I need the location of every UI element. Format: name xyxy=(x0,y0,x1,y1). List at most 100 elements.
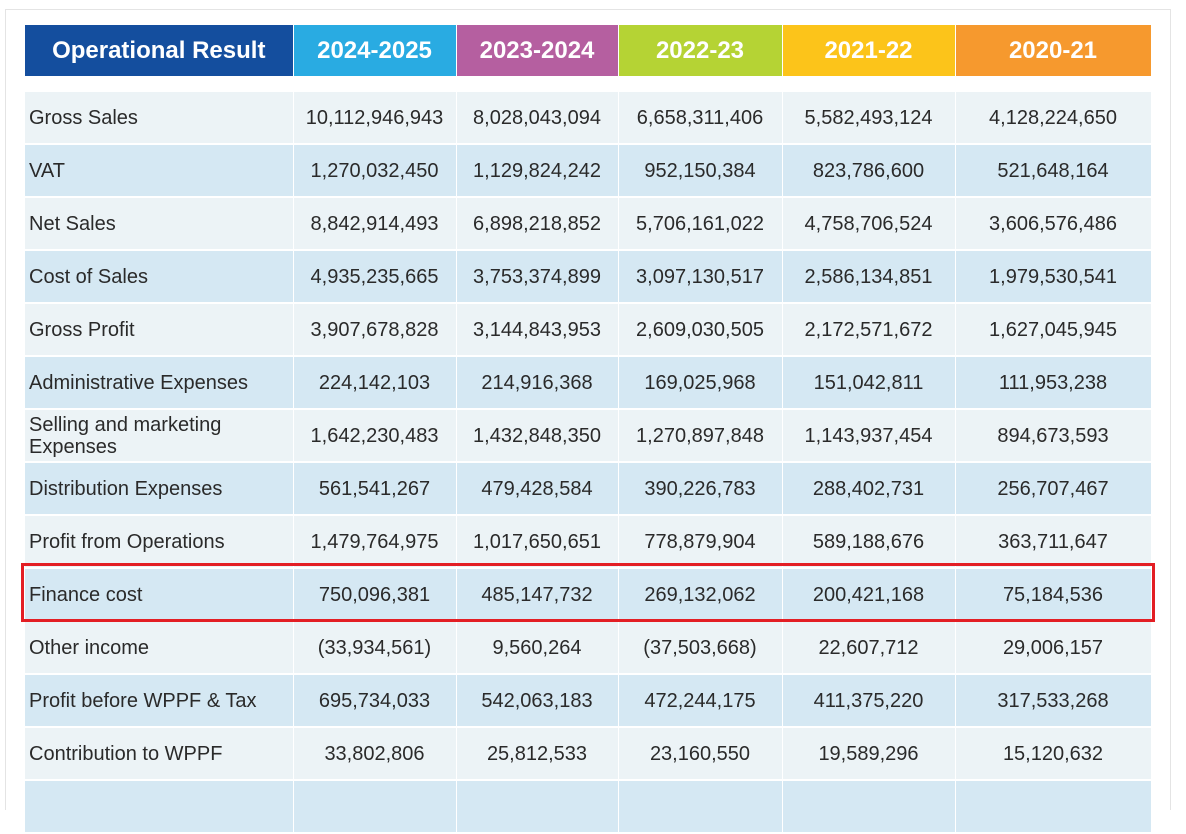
table-row: Administrative Expenses 224,142,103 214,91… xyxy=(25,356,1152,410)
row-label: Cost of Sales xyxy=(25,250,294,304)
cell-value: 1,627,045,945 xyxy=(955,303,1152,357)
table-card xyxy=(5,9,1171,810)
row-label: Net Sales xyxy=(25,197,294,251)
header-row: Operational Result 2024-2025 2023-2024 202… xyxy=(25,25,1152,76)
cell-value: 390,226,783 xyxy=(618,462,783,516)
row-label: Profit before WPPF & Tax xyxy=(25,674,294,728)
cell-value: 411,375,220 xyxy=(782,674,956,728)
cell-value: 363,711,647 xyxy=(955,515,1152,569)
cell-value: 823,786,600 xyxy=(782,144,956,198)
cell-empty xyxy=(293,780,457,834)
header-year-2020-21: 2020-21 xyxy=(955,25,1152,76)
cell-empty xyxy=(25,780,294,834)
cell-value: 3,606,576,486 xyxy=(955,197,1152,251)
table-row: Gross Profit 3,907,678,828 3,144,843,953 2,… xyxy=(25,303,1152,357)
cell-value: 23,160,550 xyxy=(618,727,783,781)
cell-empty xyxy=(955,780,1152,834)
row-label: VAT xyxy=(25,144,294,198)
cell-value: 589,188,676 xyxy=(782,515,956,569)
cell-value: 1,270,032,450 xyxy=(293,144,457,198)
table-row: Contribution to WPPF 33,802,806 25,812,533… xyxy=(25,727,1152,781)
cell-value: 479,428,584 xyxy=(456,462,619,516)
cell-value: 111,953,238 xyxy=(955,356,1152,410)
row-label: Contribution to WPPF xyxy=(25,727,294,781)
cell-value: 224,142,103 xyxy=(293,356,457,410)
cell-value: 288,402,731 xyxy=(782,462,956,516)
header-year-2024-2025: 2024-2025 xyxy=(293,25,457,76)
row-label: Other income xyxy=(25,621,294,675)
cell-value: 6,658,311,406 xyxy=(618,91,783,145)
cell-value: 29,006,157 xyxy=(955,621,1152,675)
cell-value: 778,879,904 xyxy=(618,515,783,569)
cell-value: 6,898,218,852 xyxy=(456,197,619,251)
header-year-2021-22: 2021-22 xyxy=(782,25,956,76)
table-row: Selling and marketing Expenses 1,642,230,… xyxy=(25,409,1152,463)
cell-value: 3,753,374,899 xyxy=(456,250,619,304)
cell-value: 75,184,536 xyxy=(955,568,1152,622)
cell-value: 4,128,224,650 xyxy=(955,91,1152,145)
cell-value: 2,609,030,505 xyxy=(618,303,783,357)
operational-result-table: Operational Result 2024-2025 2023-2024 202… xyxy=(25,25,1152,834)
cell-empty xyxy=(456,780,619,834)
cell-value: 542,063,183 xyxy=(456,674,619,728)
cell-value: 8,842,914,493 xyxy=(293,197,457,251)
table-row-partial xyxy=(25,780,1152,834)
cell-value: 9,560,264 xyxy=(456,621,619,675)
cell-value: 256,707,467 xyxy=(955,462,1152,516)
header-operational-result: Operational Result xyxy=(25,25,294,76)
header-year-2023-2024: 2023-2024 xyxy=(456,25,619,76)
cell-value: 4,935,235,665 xyxy=(293,250,457,304)
row-label: Finance cost xyxy=(25,568,294,622)
table-row: VAT 1,270,032,450 1,129,824,242 952,150,384… xyxy=(25,144,1152,198)
cell-value: 3,907,678,828 xyxy=(293,303,457,357)
cell-value: 1,642,230,483 xyxy=(293,409,457,463)
cell-value: 19,589,296 xyxy=(782,727,956,781)
cell-value: (37,503,668) xyxy=(618,621,783,675)
cell-value: 1,979,530,541 xyxy=(955,250,1152,304)
cell-value: 10,112,946,943 xyxy=(293,91,457,145)
cell-value: 3,097,130,517 xyxy=(618,250,783,304)
cell-value: 952,150,384 xyxy=(618,144,783,198)
cell-value: (33,934,561) xyxy=(293,621,457,675)
table-row: Profit from Operations 1,479,764,975 1,017… xyxy=(25,515,1152,569)
cell-value: 2,586,134,851 xyxy=(782,250,956,304)
cell-value: 750,096,381 xyxy=(293,568,457,622)
cell-value: 2,172,571,672 xyxy=(782,303,956,357)
row-label: Administrative Expenses xyxy=(25,356,294,410)
table-row: Gross Sales 10,112,946,943 8,028,043,094 6,… xyxy=(25,91,1152,145)
row-label: Gross Profit xyxy=(25,303,294,357)
cell-value: 3,144,843,953 xyxy=(456,303,619,357)
cell-value: 5,582,493,124 xyxy=(782,91,956,145)
cell-value: 269,132,062 xyxy=(618,568,783,622)
cell-value: 25,812,533 xyxy=(456,727,619,781)
cell-value: 1,270,897,848 xyxy=(618,409,783,463)
cell-value: 214,916,368 xyxy=(456,356,619,410)
row-label: Profit from Operations xyxy=(25,515,294,569)
table-row: Other income (33,934,561) 9,560,264 (37,503… xyxy=(25,621,1152,675)
table-row: Distribution Expenses 561,541,267 479,428,… xyxy=(25,462,1152,516)
header-year-2022-23: 2022-23 xyxy=(618,25,783,76)
row-label: Gross Sales xyxy=(25,91,294,145)
cell-value: 169,025,968 xyxy=(618,356,783,410)
cell-value: 1,143,937,454 xyxy=(782,409,956,463)
cell-value: 894,673,593 xyxy=(955,409,1152,463)
row-label: Distribution Expenses xyxy=(25,462,294,516)
cell-value: 317,533,268 xyxy=(955,674,1152,728)
table-row: Net Sales 8,842,914,493 6,898,218,852 5,706… xyxy=(25,197,1152,251)
cell-value: 200,421,168 xyxy=(782,568,956,622)
cell-value: 1,129,824,242 xyxy=(456,144,619,198)
cell-value: 15,120,632 xyxy=(955,727,1152,781)
cell-value: 695,734,033 xyxy=(293,674,457,728)
cell-value: 485,147,732 xyxy=(456,568,619,622)
cell-value: 1,479,764,975 xyxy=(293,515,457,569)
cell-value: 1,017,650,651 xyxy=(456,515,619,569)
cell-value: 33,802,806 xyxy=(293,727,457,781)
cell-empty xyxy=(618,780,783,834)
cell-value: 8,028,043,094 xyxy=(456,91,619,145)
cell-value: 521,648,164 xyxy=(955,144,1152,198)
cell-value: 4,758,706,524 xyxy=(782,197,956,251)
table-row: Profit before WPPF & Tax 695,734,033 542,0… xyxy=(25,674,1152,728)
cell-value: 5,706,161,022 xyxy=(618,197,783,251)
table-row: Finance cost 750,096,381 485,147,732 269,13… xyxy=(25,568,1152,622)
cell-value: 472,244,175 xyxy=(618,674,783,728)
